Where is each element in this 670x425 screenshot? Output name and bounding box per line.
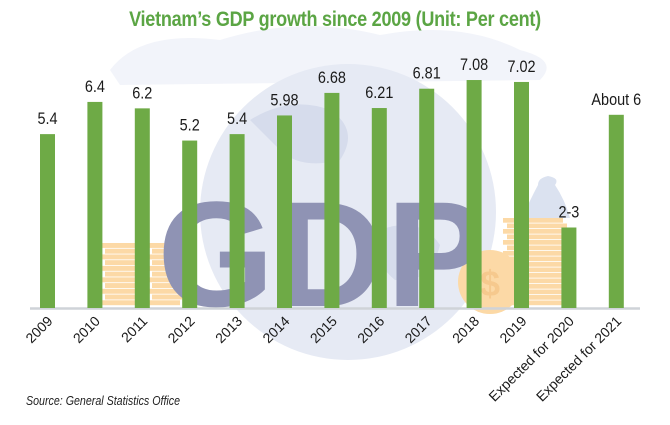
chart-title: Vietnam’s GDP growth since 2009 (Unit: P… <box>129 8 541 31</box>
bar <box>182 140 198 308</box>
data-labels-group: 5.4 6.4 6.2 5.2 5.4 5.98 6.68 6.21 6.81 7.08 7.02 2… <box>37 56 641 222</box>
money-bag-icon <box>522 176 570 218</box>
coin <box>507 256 567 262</box>
x-tick-label: 2009 <box>22 313 55 346</box>
coin <box>148 277 180 283</box>
coin <box>503 262 563 267</box>
data-label: 6.21 <box>365 84 393 102</box>
coin <box>507 278 567 284</box>
coin <box>507 300 567 306</box>
x-tick-labels-group: 2009 2010 2011 2012 2013 2014 2015 2016 2017 2018… <box>22 313 624 405</box>
source-note: Source: General Statistics Office <box>26 393 181 408</box>
coin <box>507 223 567 229</box>
coin <box>152 248 184 254</box>
coin <box>148 254 180 260</box>
bar <box>277 115 292 308</box>
coin <box>148 243 180 248</box>
coin <box>148 265 180 271</box>
coin <box>503 240 563 245</box>
coin <box>507 234 567 240</box>
data-label: 2-3 <box>558 203 579 221</box>
data-label: 6.81 <box>413 65 441 83</box>
data-label: 5.4 <box>37 110 57 128</box>
coin <box>507 289 567 295</box>
bar <box>324 92 340 309</box>
bar <box>87 101 103 308</box>
bar <box>561 227 577 308</box>
data-label: 7.02 <box>507 58 535 76</box>
x-tick-label: Expected for 2020 <box>485 313 577 405</box>
coin <box>503 251 563 256</box>
coin <box>152 260 184 266</box>
coin <box>101 254 139 260</box>
coin <box>507 267 567 273</box>
coin <box>105 294 143 300</box>
data-label: 7.08 <box>460 56 488 74</box>
x-tick-label: 2010 <box>70 313 103 346</box>
bar <box>514 81 529 309</box>
coin <box>152 271 184 277</box>
bar <box>371 108 387 309</box>
bar <box>419 88 435 308</box>
bars-group <box>40 80 624 309</box>
coin <box>105 271 143 277</box>
coin <box>101 243 139 248</box>
bar <box>40 134 55 308</box>
x-tick-label: 2019 <box>496 313 529 346</box>
data-label: 6.2 <box>132 84 152 102</box>
coin <box>507 245 567 251</box>
coin <box>148 288 180 294</box>
data-label: 5.2 <box>180 117 200 135</box>
x-tick-label: Expected for 2021 <box>533 313 625 405</box>
cloud-shape <box>110 26 547 85</box>
coin-stack-icon <box>148 243 184 306</box>
data-label: 6.4 <box>85 78 105 96</box>
coin <box>105 248 143 254</box>
bar <box>134 108 150 308</box>
data-label: 5.98 <box>270 91 298 109</box>
gdp-watermark: GDP <box>157 170 488 338</box>
coin <box>152 283 184 289</box>
bar <box>608 114 624 308</box>
coin-stack-icon <box>503 218 567 306</box>
globe-continent <box>250 104 348 164</box>
coin <box>503 273 563 278</box>
data-label: 5.4 <box>227 110 247 128</box>
coin <box>101 300 139 306</box>
coin <box>101 277 139 283</box>
coin <box>101 265 139 271</box>
coin <box>105 283 143 289</box>
coin <box>152 294 184 300</box>
bar <box>466 80 482 308</box>
coin <box>503 295 563 300</box>
data-label: 6.68 <box>318 69 346 87</box>
coin <box>105 260 143 266</box>
dollar-sign-icon: $ <box>480 263 500 304</box>
coin <box>148 300 180 306</box>
coin-stack-icon <box>101 243 143 306</box>
x-tick-label: 2011 <box>118 313 151 346</box>
coin <box>503 284 563 289</box>
coin <box>101 288 139 294</box>
data-label: About 6 <box>591 91 641 109</box>
coin <box>503 218 563 223</box>
coin <box>503 229 563 234</box>
bar <box>229 134 245 308</box>
